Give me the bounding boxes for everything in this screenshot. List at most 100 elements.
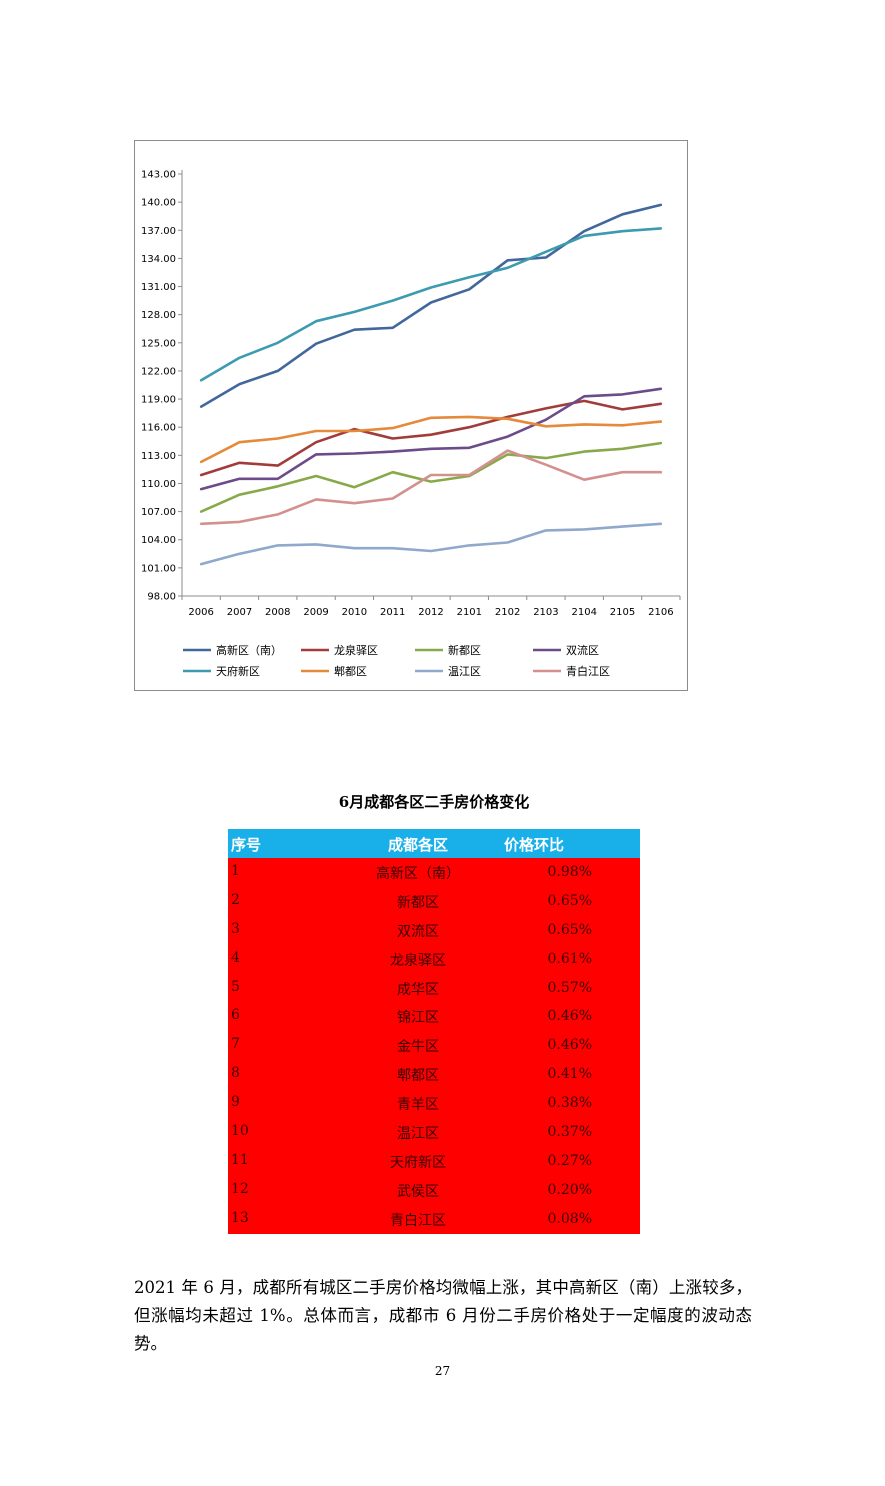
row-index: 9 (231, 1094, 240, 1111)
row-mom-change: 0.08% (547, 1210, 592, 1227)
table-row: 5 成华区 0.57% (228, 973, 640, 1003)
legend-label: 高新区（南） (216, 643, 282, 657)
row-index: 4 (231, 949, 240, 966)
y-tick-label: 131.00 (141, 282, 176, 293)
series-line (199, 441, 663, 513)
price-change-table: 序号 成都各区 价格环比 1 高新区（南） 0.98% 2 新都区 0.65% 3 双流区 0.… (228, 829, 640, 1234)
row-mom-change: 0.20% (547, 1181, 592, 1198)
row-mom-change: 0.65% (547, 892, 592, 909)
y-tick-label: 98.00 (147, 592, 176, 603)
row-district: 温江区 (397, 1126, 439, 1143)
line-chart: 98.00 101.00 104.00 107.00 110.00 113.00 116.0… (141, 170, 681, 678)
legend-label: 新都区 (448, 643, 481, 657)
table-row: 11 天府新区 0.27% (228, 1146, 640, 1176)
series-line (199, 449, 663, 526)
table-row: 3 双流区 0.65% (228, 915, 640, 945)
table-body: 1 高新区（南） 0.98% 2 新都区 0.65% 3 双流区 0.65% 4 龙泉驿区 0.61%… (228, 858, 640, 1234)
table-row: 13 青白江区 0.08% (228, 1204, 640, 1234)
row-mom-change: 0.57% (547, 979, 592, 996)
row-mom-change: 0.38% (547, 1095, 592, 1112)
header-index: 序号 (231, 836, 262, 854)
row-index: 5 (231, 978, 240, 995)
x-tick-label: 2103 (533, 607, 558, 618)
row-mom-change: 0.27% (547, 1152, 592, 1169)
legend-label: 青白江区 (566, 664, 610, 678)
y-tick-label: 101.00 (141, 563, 176, 574)
row-district: 新都区 (397, 894, 439, 911)
legend-label: 郫都区 (334, 664, 367, 678)
x-tick-label: 2011 (380, 607, 405, 618)
y-tick-label: 116.00 (141, 423, 176, 434)
x-tick-label: 2008 (265, 607, 290, 618)
series-line (199, 227, 663, 382)
y-tick-label: 137.00 (141, 226, 176, 237)
y-tick-label: 134.00 (141, 254, 176, 265)
series-line (199, 522, 663, 566)
y-tick-label: 107.00 (141, 507, 176, 518)
row-mom-change: 0.41% (547, 1066, 592, 1083)
legend-label: 龙泉驿区 (334, 643, 378, 657)
table-row: 2 新都区 0.65% (228, 886, 640, 916)
row-mom-change: 0.37% (547, 1124, 592, 1141)
legend-label: 天府新区 (216, 664, 260, 678)
legend-label: 温江区 (448, 665, 481, 678)
row-index: 13 (231, 1209, 249, 1226)
y-tick-label: 143.00 (141, 170, 176, 181)
y-tick-label: 104.00 (141, 535, 176, 546)
row-mom-change: 0.46% (547, 1008, 592, 1025)
row-district: 龙泉驿区 (390, 952, 446, 969)
row-district: 青白江区 (390, 1212, 446, 1229)
x-tick-label: 2105 (610, 607, 635, 618)
row-index: 11 (231, 1151, 249, 1168)
y-tick-label: 140.00 (141, 198, 176, 209)
row-index: 10 (231, 1123, 249, 1140)
y-tick-label: 113.00 (141, 451, 176, 462)
header-mom-change: 价格环比 (504, 836, 565, 854)
series-line (199, 387, 663, 491)
row-index: 12 (231, 1180, 249, 1197)
row-index: 8 (231, 1065, 240, 1082)
row-mom-change: 0.98% (547, 864, 592, 880)
y-tick-label: 119.00 (141, 395, 176, 406)
legend-label: 双流区 (566, 643, 599, 657)
table-row: 1 高新区（南） 0.98% (228, 858, 640, 887)
x-tick-label: 2106 (648, 607, 673, 618)
row-district: 青羊区 (397, 1097, 439, 1114)
row-district: 郫都区 (397, 1068, 439, 1085)
row-index: 1 (231, 863, 240, 879)
x-tick-label: 2006 (188, 607, 213, 618)
series-line (199, 415, 663, 464)
x-tick-label: 2010 (342, 607, 367, 618)
table-row: 12 武侯区 0.20% (228, 1175, 640, 1205)
y-tick-label: 128.00 (141, 310, 176, 321)
x-tick-label: 2009 (303, 607, 328, 618)
table-row: 10 温江区 0.37% (228, 1118, 640, 1147)
page-number: 27 (434, 1364, 451, 1378)
y-tick-label: 125.00 (141, 338, 176, 349)
x-tick-label: 2101 (457, 607, 482, 618)
row-district: 高新区（南） (376, 866, 460, 882)
table-row: 6 锦江区 0.46% (228, 1002, 640, 1032)
table-title: 6月成都各区二手房价格变化 (338, 793, 530, 811)
row-mom-change: 0.61% (547, 950, 592, 967)
row-district: 天府新区 (390, 1154, 446, 1171)
x-tick-label: 2007 (227, 607, 252, 618)
line-chart-frame: 98.00 101.00 104.00 107.00 110.00 113.00 116.0… (134, 140, 688, 691)
row-district: 锦江区 (397, 1010, 439, 1027)
row-mom-change: 0.65% (547, 921, 592, 938)
series-line (199, 399, 663, 477)
row-district: 金牛区 (397, 1039, 439, 1056)
series-line (199, 203, 663, 408)
summary-paragraph: 2021 年 6 月，成都所有城区二手房价格均微幅上涨，其中高新区（南）上涨较多… (134, 1278, 752, 1353)
x-tick-label: 2102 (495, 607, 520, 618)
y-tick-label: 122.00 (141, 366, 176, 377)
table-row: 8 郫都区 0.41% (228, 1060, 640, 1090)
header-district: 成都各区 (387, 836, 448, 854)
table-row: 7 金牛区 0.46% (228, 1031, 640, 1061)
table-row: 4 龙泉驿区 0.61% (228, 944, 640, 974)
y-tick-label: 110.00 (141, 479, 176, 490)
row-index: 7 (231, 1036, 240, 1053)
table-row: 9 青羊区 0.38% (228, 1089, 640, 1119)
row-index: 6 (231, 1007, 240, 1024)
row-district: 武侯区 (397, 1183, 439, 1200)
